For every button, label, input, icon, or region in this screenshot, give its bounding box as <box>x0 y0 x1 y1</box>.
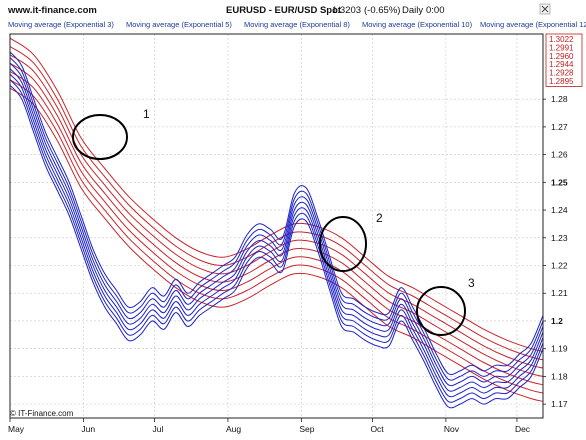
short-ema-line-4 <box>9 73 544 398</box>
long-ema-line-4 <box>9 70 544 386</box>
y-tick-label: 1.22 <box>551 261 568 271</box>
annotation-label-2: 2 <box>376 211 383 225</box>
short-ema-line-3 <box>9 68 544 392</box>
price-box-label: 1.2960 <box>549 52 574 61</box>
legend-entry-ema10: Moving average (Exponential 10) <box>362 20 473 29</box>
short-ema-group <box>9 51 544 409</box>
copyright-label: © IT-Finance.com <box>10 409 74 418</box>
x-axis: May Jun Jul Aug Sep Oct Nov Dec <box>8 418 531 434</box>
y-tick-label: 1.18 <box>551 371 568 381</box>
price-box-label: 1.2895 <box>549 77 574 86</box>
y-tick-label: 1.28 <box>551 94 568 104</box>
annotation-layer: 1 2 3 <box>72 107 475 336</box>
long-ema-line-0 <box>9 37 544 352</box>
y-tick-label: 1.23 <box>551 233 568 243</box>
price-box-label: 1.2928 <box>549 69 574 78</box>
legend-entry-ema12: Moving average (Exponential 12) <box>480 20 586 29</box>
change-label: (-0.65%) <box>364 5 400 16</box>
price-label: 1.3203 <box>332 5 361 16</box>
y-tick-label: 1.27 <box>551 122 568 132</box>
short-ema-line-6 <box>9 84 544 409</box>
y-tick-label: 1.17 <box>551 399 568 409</box>
legend-entry-ema5: Moving average (Exponential 5) <box>126 20 232 29</box>
y-tick-label: 1.24 <box>551 205 568 215</box>
short-ema-line-2 <box>9 62 544 387</box>
y-tick-label: 1.26 <box>551 150 568 160</box>
price-box-label: 1.3022 <box>549 35 574 44</box>
x-tick-label: May <box>8 424 25 434</box>
x-tick-label: Aug <box>226 424 241 434</box>
x-tick-label: Jul <box>153 424 164 434</box>
legend-entry-ema8: Moving average (Exponential 8) <box>244 20 350 29</box>
x-tick-label: Jun <box>81 424 95 434</box>
annotation-label-1: 1 <box>143 107 150 121</box>
grid-layer <box>9 34 543 418</box>
y-tick-label: 1.19 <box>551 344 568 354</box>
plot-frame <box>9 33 544 419</box>
annotation-circle-1 <box>72 114 128 160</box>
annotation-circle-3 <box>416 286 466 336</box>
price-box-label: 1.2944 <box>549 60 574 69</box>
short-ema-line-5 <box>9 79 544 403</box>
y-tick-label: 1.25 <box>551 177 568 187</box>
legend-entry-ema3: Moving average (Exponential 3) <box>8 20 114 29</box>
close-icon[interactable] <box>539 3 551 15</box>
symbol-label: EURUSD - EUR/USD Spot <box>226 5 342 16</box>
site-label: www.it-finance.com <box>7 5 97 16</box>
x-tick-label: Dec <box>515 424 531 434</box>
long-ema-line-2 <box>9 54 544 369</box>
price-box-frame <box>545 33 583 87</box>
x-tick-label: Oct <box>370 424 384 434</box>
y-tick-label: 1.2 <box>551 316 563 326</box>
x-tick-label: Nov <box>444 424 460 434</box>
short-ema-line-0 <box>9 51 544 376</box>
annotation-circle-2 <box>319 216 367 272</box>
annotation-label-3: 3 <box>468 276 475 290</box>
short-ema-line-1 <box>9 57 544 381</box>
timeframe-label: Daily <box>402 5 423 16</box>
time-label: 0:00 <box>426 5 445 16</box>
price-box-label: 1.2991 <box>549 43 574 52</box>
y-tick-label: 1.21 <box>551 288 568 298</box>
y-axis: 1.17 1.18 1.19 1.2 1.21 1.22 1.23 1.24 1.25 1.26 1… <box>543 94 568 409</box>
x-tick-label: Sep <box>299 424 314 434</box>
long-ema-line-6 <box>9 87 544 402</box>
